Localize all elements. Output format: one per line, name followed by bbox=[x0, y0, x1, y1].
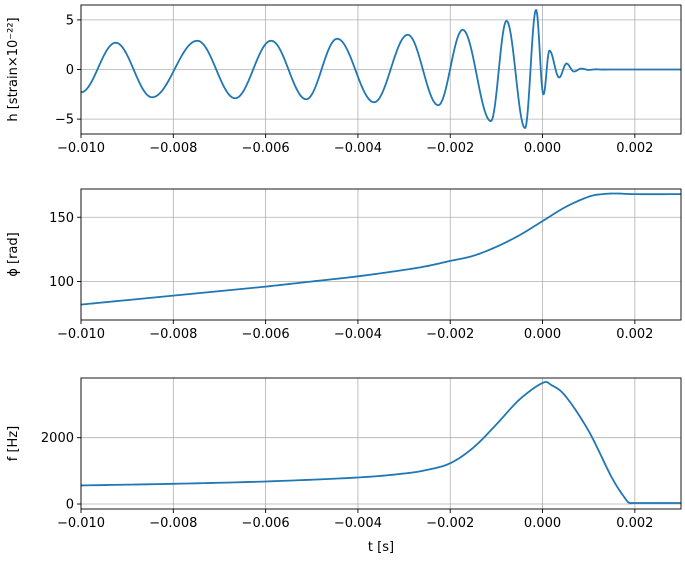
x-tick-label: −0.008 bbox=[149, 141, 197, 156]
x-tick-label: −0.008 bbox=[149, 516, 197, 531]
x-tick-label: −0.010 bbox=[57, 516, 105, 531]
axes-frame bbox=[80, 188, 682, 321]
panel-2: −0.010 −0.008 −0.006 −0.004 −0.002 0.000 0.002… bbox=[6, 188, 682, 342]
y-axis-label: f [Hz] bbox=[6, 426, 21, 461]
y-tick-label: 2000 bbox=[41, 431, 74, 446]
x-tick-label: −0.006 bbox=[242, 516, 290, 531]
series-line bbox=[80, 9, 681, 129]
x-tick-label: 0.000 bbox=[524, 327, 561, 342]
y-tick-label: 5 bbox=[66, 13, 74, 28]
series-line bbox=[80, 381, 681, 505]
y-tick-label: 150 bbox=[49, 211, 74, 226]
y-tick-label: 100 bbox=[49, 275, 74, 290]
x-axis-label: t [s] bbox=[368, 540, 394, 555]
x-tick-label: −0.008 bbox=[149, 327, 197, 342]
x-tick-label: −0.002 bbox=[426, 141, 474, 156]
x-tick-label: −0.010 bbox=[57, 327, 105, 342]
x-tick-label: 0.002 bbox=[616, 327, 653, 342]
y-tick-label: 0 bbox=[66, 63, 74, 78]
y-tick-label: 0 bbox=[66, 498, 74, 513]
y-axis-label: ϕ [rad] bbox=[6, 232, 21, 276]
x-tick-label: −0.006 bbox=[242, 327, 290, 342]
y-tick-label: −5 bbox=[55, 113, 74, 128]
axes-frame bbox=[80, 377, 682, 510]
x-tick-label: −0.010 bbox=[57, 141, 105, 156]
x-tick-label: −0.004 bbox=[334, 141, 382, 156]
panel-1: −0.010 −0.008 −0.006 −0.004 −0.002 0.000 0.002… bbox=[6, 4, 682, 156]
x-tick-label: 0.002 bbox=[616, 516, 653, 531]
series-line bbox=[80, 192, 681, 306]
x-tick-label: 0.002 bbox=[616, 141, 653, 156]
x-tick-label: 0.000 bbox=[524, 141, 561, 156]
x-tick-label: −0.004 bbox=[334, 327, 382, 342]
x-tick-label: 0.000 bbox=[524, 516, 561, 531]
y-axis-label: h [strain×10⁻²²] bbox=[6, 17, 21, 121]
x-tick-label: −0.006 bbox=[242, 141, 290, 156]
x-tick-label: −0.004 bbox=[334, 516, 382, 531]
x-tick-label: −0.002 bbox=[426, 516, 474, 531]
x-tick-label: −0.002 bbox=[426, 327, 474, 342]
panel-3: −0.010 −0.008 −0.006 −0.004 −0.002 0.000 0.002… bbox=[6, 377, 682, 555]
